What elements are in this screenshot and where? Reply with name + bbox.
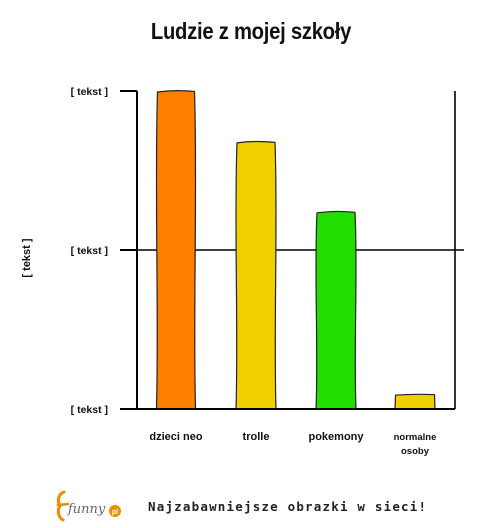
logo-badge: pl [112, 509, 118, 516]
category-labels: dzieci neo trolle pokemony normalne osoby [149, 431, 436, 457]
y-tick-label: [ tekst ] [71, 86, 108, 98]
category-label: pokemony [308, 431, 364, 443]
bar [155, 90, 197, 410]
logo-text: funny [67, 502, 106, 517]
y-tick-label: [ tekst ] [71, 245, 108, 257]
bar [235, 140, 277, 410]
funny-pl-logo[interactable]: funny pl [52, 488, 130, 524]
bar [394, 393, 436, 410]
bar-chart: [ tekst ] [ tekst ] [ tekst ] [ tekst ] dz… [21, 86, 464, 457]
category-label: normalne osoby [394, 432, 437, 457]
footer: funny pl Najzabawniejsze obrazki w sieci… [0, 488, 502, 528]
y-tick-label: [ tekst ] [71, 404, 108, 416]
category-label-line: osoby [401, 446, 430, 457]
category-label-line: pokemony [308, 431, 364, 443]
category-label-line: normalne [394, 432, 437, 443]
bars [155, 90, 436, 410]
chart-title: Ludzie z mojej szkoły [150, 18, 352, 44]
category-label: trolle [243, 431, 270, 443]
y-axis-label-group: [ tekst ] [21, 238, 33, 277]
footer-tagline: Najzabawniejsze obrazki w sieci! [148, 499, 428, 514]
y-axis-label: [ tekst ] [21, 238, 33, 277]
axes [136, 91, 456, 410]
category-label-line: dzieci neo [149, 431, 202, 443]
category-label: dzieci neo [149, 431, 202, 443]
category-label-line: trolle [243, 431, 270, 443]
bar [315, 210, 357, 410]
